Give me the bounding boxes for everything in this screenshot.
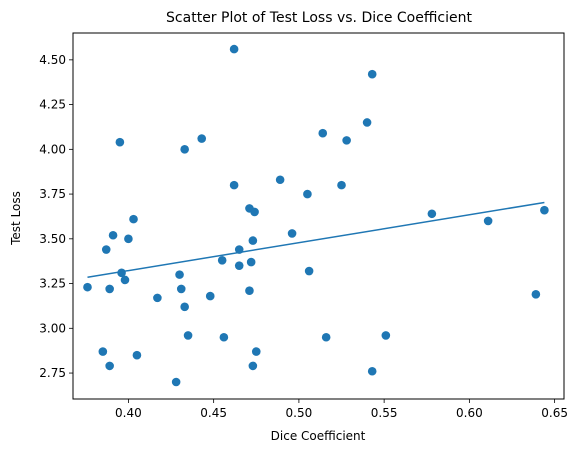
data-point	[180, 302, 189, 312]
data-point	[318, 128, 328, 138]
data-point	[531, 290, 541, 299]
y-tick-label: 3.00	[39, 321, 66, 335]
data-point	[175, 270, 184, 279]
data-point	[105, 284, 114, 294]
y-axis: 2.75 3.00 3.25 3.50 3.75 4.00 4.25 4.50	[39, 53, 73, 380]
data-point	[381, 331, 391, 340]
data-point	[180, 145, 189, 154]
data-point	[275, 175, 285, 185]
y-tick-label: 3.75	[39, 187, 66, 201]
y-tick-label: 3.50	[39, 232, 66, 246]
data-point	[246, 257, 256, 267]
data-point	[120, 275, 130, 285]
data-point	[251, 347, 261, 356]
data-point	[183, 331, 193, 340]
x-axis: 0.40 0.45 0.50 0.55 0.60 0.65	[115, 399, 568, 420]
data-point	[342, 136, 351, 145]
data-point	[367, 366, 377, 376]
x-tick-label: 0.45	[200, 406, 227, 420]
data-point	[362, 118, 372, 127]
data-point	[219, 332, 229, 342]
data-point	[132, 350, 142, 360]
trend-line	[87, 201, 545, 279]
y-tick-label: 4.50	[39, 53, 66, 67]
y-tick-label: 4.25	[39, 98, 66, 112]
plot-frame	[72, 32, 565, 400]
data-point	[171, 377, 181, 387]
data-point	[337, 180, 346, 190]
data-point	[540, 205, 549, 215]
data-point	[483, 216, 493, 226]
data-point	[108, 230, 118, 240]
y-tick-label: 2.75	[39, 366, 66, 380]
data-point	[245, 286, 254, 296]
data-point	[427, 209, 437, 219]
data-point	[248, 236, 258, 245]
chart-title: Scatter Plot of Test Loss vs. Dice Coeff…	[166, 10, 472, 26]
data-point	[105, 361, 114, 371]
data-point	[303, 189, 312, 199]
x-tick-label: 0.60	[456, 406, 483, 420]
data-point	[98, 347, 108, 356]
x-tick-label: 0.65	[541, 406, 568, 420]
x-tick-label: 0.50	[286, 406, 313, 420]
data-point	[217, 255, 227, 265]
data-point	[129, 214, 138, 224]
y-tick-label: 4.00	[39, 142, 66, 156]
x-axis-label: Dice Coefficient	[271, 429, 366, 443]
data-point	[321, 332, 331, 342]
y-tick-label: 3.25	[39, 277, 66, 291]
data-point	[124, 234, 133, 244]
data-point	[367, 69, 377, 79]
data-point	[229, 44, 239, 54]
data-point	[117, 268, 126, 278]
data-point	[250, 207, 259, 217]
x-tick-label: 0.40	[115, 406, 142, 420]
data-point	[101, 245, 111, 254]
data-point	[197, 134, 207, 143]
data-point	[153, 293, 162, 303]
x-tick-label: 0.55	[371, 406, 398, 420]
data-point	[229, 180, 239, 190]
data-point	[287, 229, 297, 238]
data-point	[205, 291, 215, 301]
data-point	[248, 361, 258, 371]
data-point	[115, 137, 125, 147]
data-point	[234, 261, 244, 270]
data-point	[234, 245, 244, 254]
data-point	[304, 266, 314, 276]
y-axis-label: Test Loss	[9, 191, 23, 246]
data-point	[83, 282, 92, 292]
data-point	[176, 284, 186, 294]
plot-area	[83, 44, 549, 387]
